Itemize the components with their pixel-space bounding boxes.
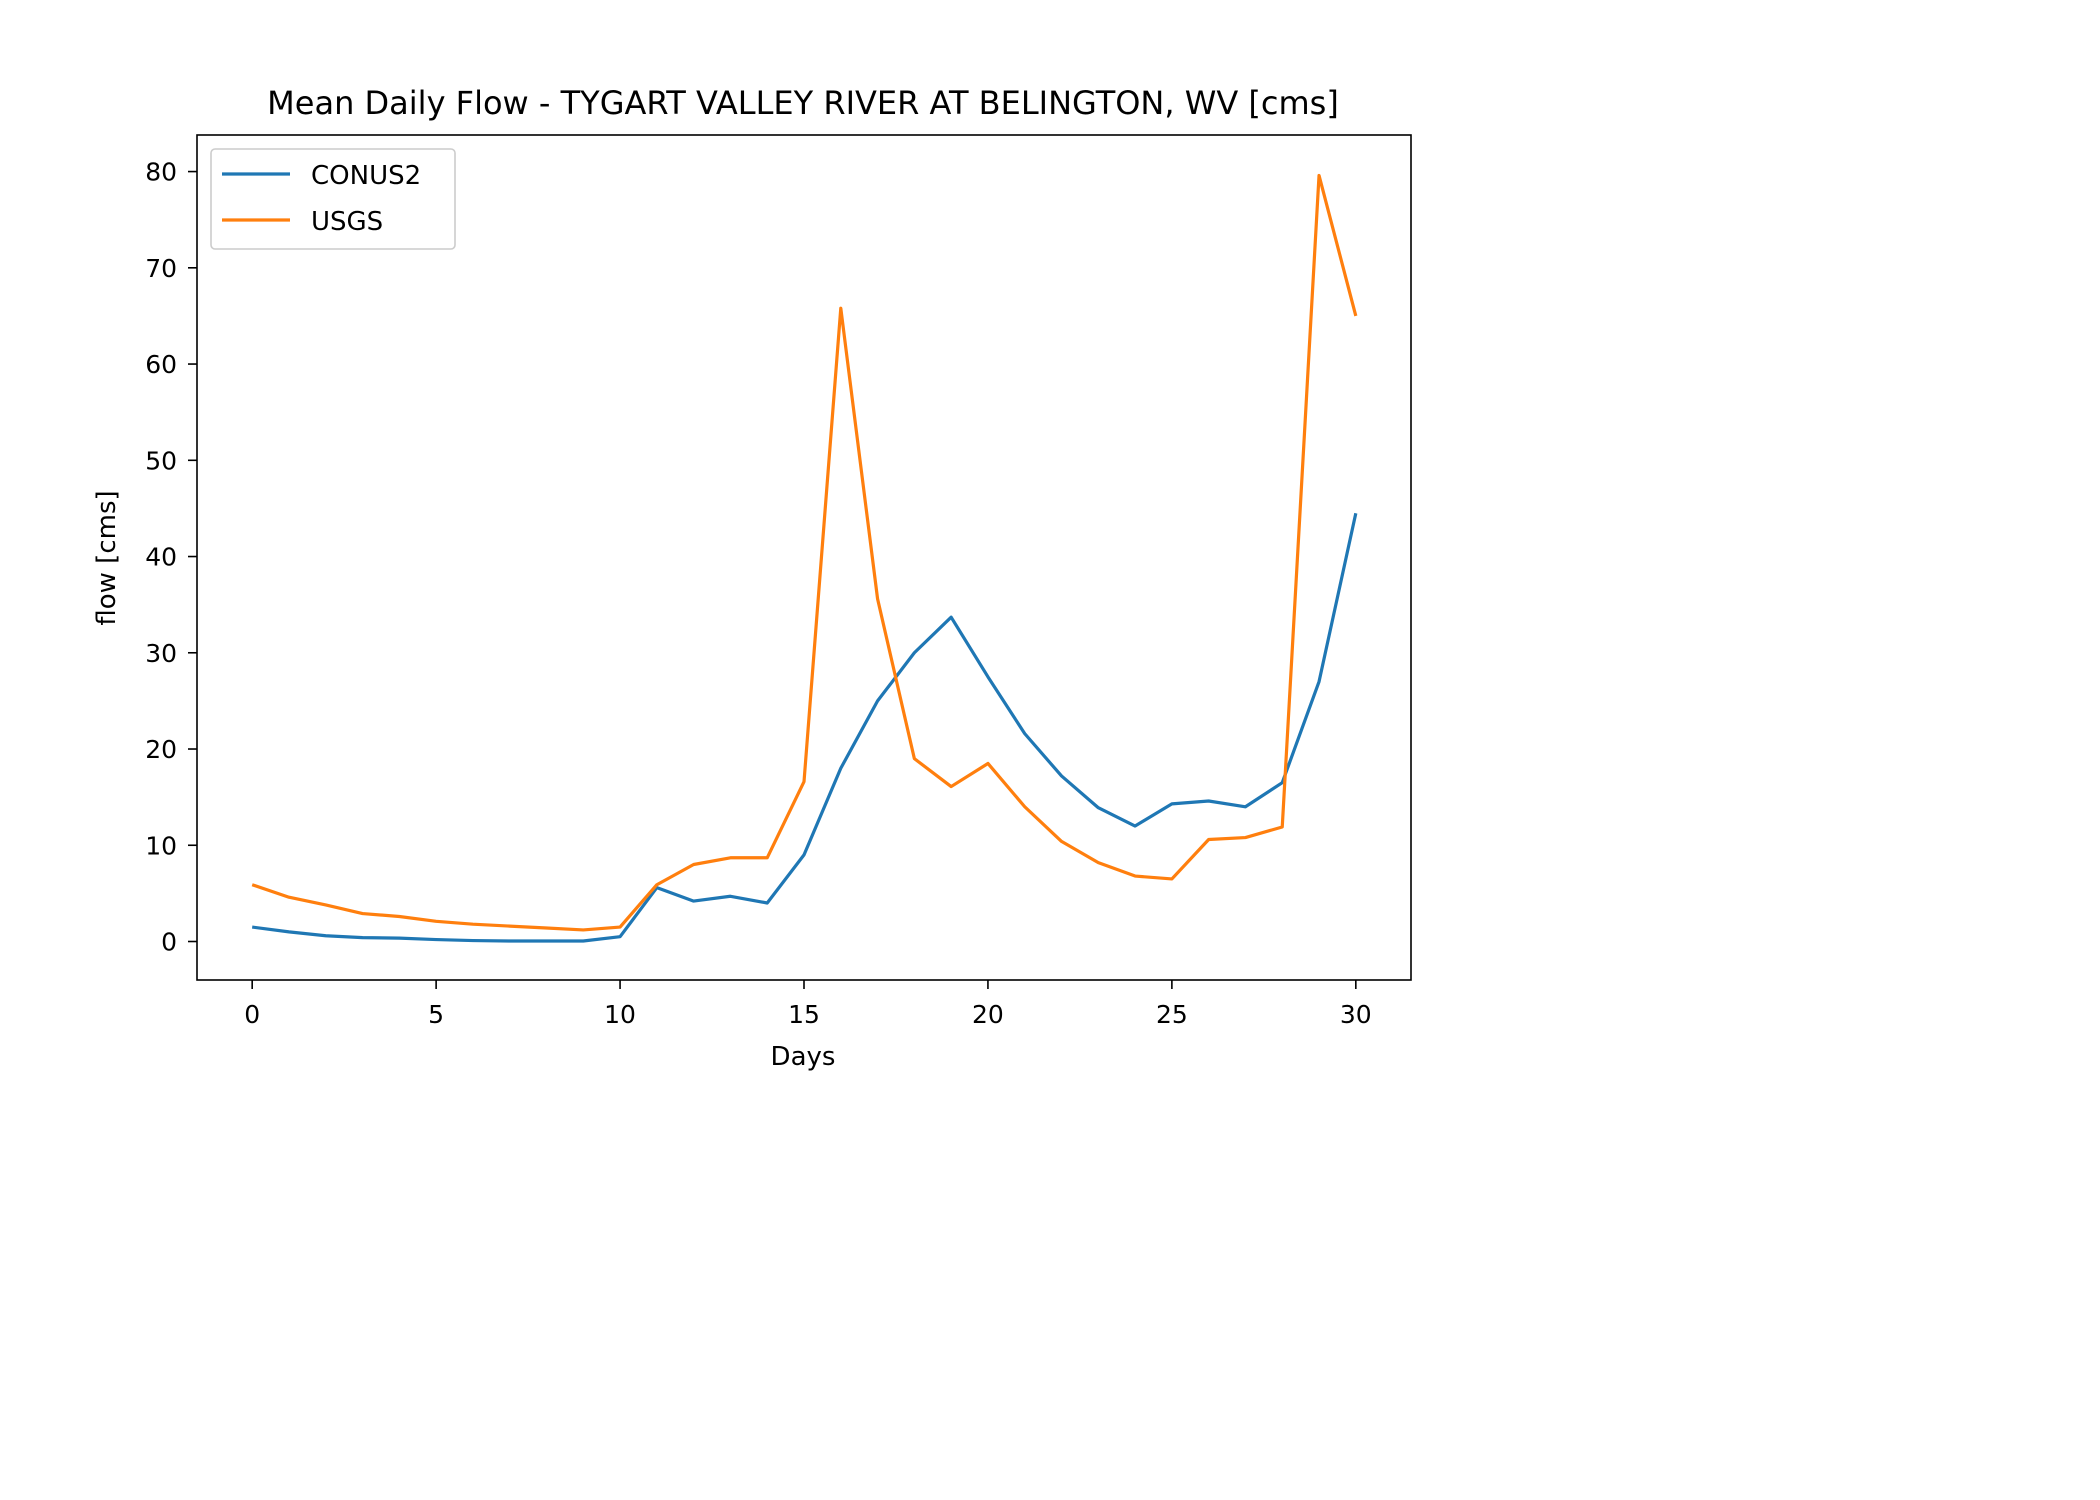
x-tick-label: 25 xyxy=(1156,1000,1188,1029)
x-tick-label: 15 xyxy=(788,1000,820,1029)
y-tick-label: 0 xyxy=(161,928,177,957)
series-line-conus2 xyxy=(251,512,1358,943)
y-tick-label: 20 xyxy=(145,735,177,764)
x-axis-ticks: 0 5 10 15 20 25 30 xyxy=(244,980,1372,1029)
y-tick-label: 30 xyxy=(145,639,177,668)
series-lines xyxy=(251,173,1358,943)
x-tick-label: 0 xyxy=(244,1000,260,1029)
x-tick-label: 5 xyxy=(428,1000,444,1029)
y-axis-label: flow [cms] xyxy=(92,490,122,625)
y-tick-label: 10 xyxy=(145,831,177,860)
y-tick-label: 80 xyxy=(145,158,177,187)
legend-label-usgs: USGS xyxy=(311,207,383,237)
line-chart: Mean Daily Flow - TYGART VALLEY RIVER AT… xyxy=(92,84,1412,1072)
y-tick-label: 50 xyxy=(145,446,177,475)
chart-title: Mean Daily Flow - TYGART VALLEY RIVER AT… xyxy=(267,84,1339,122)
x-tick-label: 10 xyxy=(604,1000,636,1029)
y-tick-label: 60 xyxy=(145,350,177,379)
y-tick-label: 40 xyxy=(145,543,177,572)
legend: CONUS2 USGS xyxy=(210,148,456,250)
x-axis-label: Days xyxy=(771,1042,836,1072)
legend-label-conus2: CONUS2 xyxy=(311,161,421,191)
x-tick-label: 30 xyxy=(1340,1000,1372,1029)
y-axis-ticks: 0 10 20 30 40 50 60 70 80 xyxy=(145,158,197,957)
series-line-usgs xyxy=(251,173,1358,932)
x-tick-label: 20 xyxy=(972,1000,1004,1029)
y-tick-label: 70 xyxy=(145,254,177,283)
